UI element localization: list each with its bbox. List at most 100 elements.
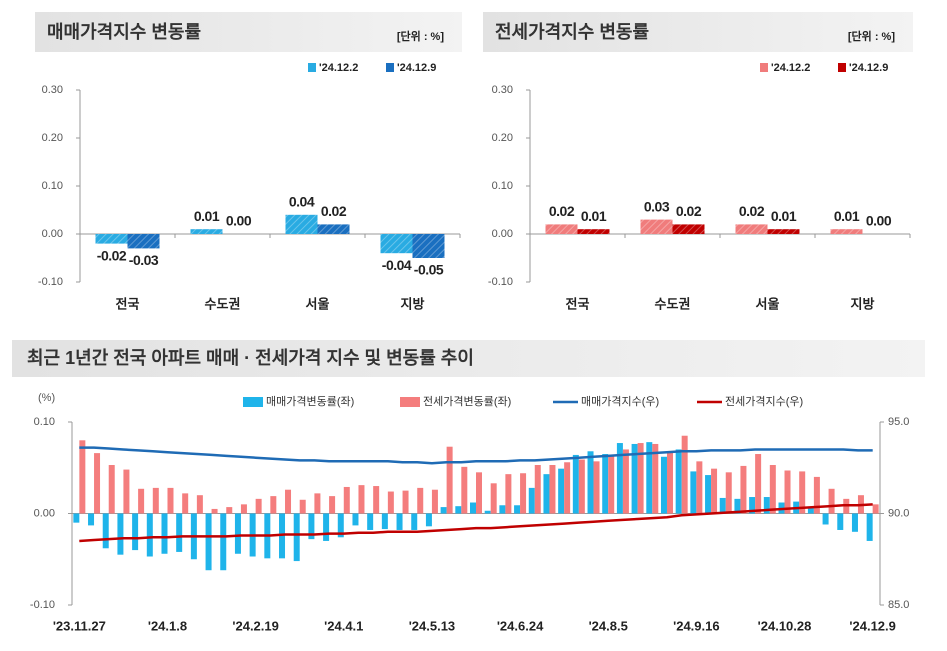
- bar: [813, 476, 820, 514]
- bar: [807, 508, 814, 514]
- bar: [412, 234, 445, 258]
- bar: [293, 513, 300, 562]
- title-bar: [12, 340, 925, 377]
- bar: [196, 495, 203, 514]
- bar: [132, 513, 139, 551]
- bar: [646, 442, 653, 514]
- title-bar: [483, 12, 913, 52]
- bar: [317, 224, 350, 234]
- bar: [417, 487, 424, 514]
- bar: [740, 465, 747, 514]
- bar: [240, 504, 247, 514]
- bar: [381, 513, 388, 530]
- bar: [285, 214, 318, 234]
- bar: [755, 454, 762, 514]
- bar: [622, 449, 629, 514]
- legend-swatch: [386, 63, 394, 72]
- bar: [176, 513, 183, 552]
- y-tick-label: -0.10: [488, 276, 513, 288]
- bar: [696, 461, 703, 514]
- x-tick-label: '24.4.1: [324, 618, 363, 633]
- bar: [323, 513, 330, 541]
- value-label: -0.02: [97, 247, 127, 263]
- bar: [205, 513, 212, 571]
- bar: [672, 224, 705, 234]
- bar: [675, 449, 682, 514]
- legend-swatch: [400, 397, 420, 407]
- x-tick-label: 수도권: [205, 296, 241, 311]
- bar: [380, 234, 413, 254]
- bar: [190, 229, 223, 234]
- line: [79, 446, 873, 465]
- bar: [837, 513, 844, 530]
- x-tick-label: '24.5.13: [409, 618, 455, 633]
- bar: [564, 462, 571, 514]
- bar: [490, 483, 497, 514]
- value-label: 0.02: [739, 203, 765, 219]
- bar: [822, 513, 829, 525]
- bar: [578, 459, 585, 514]
- value-label: 0.03: [644, 198, 670, 214]
- legend-label: '24.12.2: [771, 62, 810, 74]
- value-label: 0.01: [771, 208, 797, 224]
- bar: [711, 468, 718, 514]
- bar: [446, 446, 453, 514]
- y-tick-label: 0.00: [42, 228, 63, 240]
- y-tick-label: 0.30: [42, 84, 63, 96]
- bar: [411, 513, 418, 530]
- y-axis-label: (%): [38, 392, 55, 404]
- bar: [660, 456, 667, 514]
- x-tick-label: '24.2.19: [232, 618, 278, 633]
- bar: [255, 498, 262, 514]
- x-tick-label: 전국: [566, 296, 590, 311]
- x-tick-label: 지방: [401, 296, 425, 311]
- value-label: -0.05: [414, 262, 444, 278]
- bar: [528, 487, 535, 514]
- bar: [514, 505, 521, 514]
- chart-title: 매매가격지수 변동률: [47, 22, 201, 42]
- y-tick-label: -0.10: [38, 276, 63, 288]
- y-tick-label: 0.20: [42, 132, 63, 144]
- bar: [545, 224, 578, 234]
- x-tick-label: 서울: [756, 296, 780, 311]
- unit-label: [단위 : %]: [848, 29, 895, 43]
- legend-label: '24.12.9: [849, 62, 888, 74]
- bar: [549, 465, 556, 514]
- value-label: 0.00: [226, 213, 252, 229]
- bar: [314, 493, 321, 514]
- bar: [123, 469, 130, 514]
- bar: [484, 510, 491, 514]
- bar: [725, 472, 732, 514]
- bar: [146, 513, 153, 557]
- bar: [270, 496, 277, 514]
- y-tick-label: 0.20: [492, 132, 513, 144]
- bar: [73, 513, 80, 523]
- bar: [308, 513, 315, 540]
- bar: [520, 473, 527, 514]
- bar: [455, 506, 462, 514]
- y-tick-label: 0.00: [34, 507, 55, 519]
- x-tick-label: '24.10.28: [758, 618, 812, 633]
- bar: [234, 513, 241, 554]
- unit-label: [단위 : %]: [397, 29, 444, 43]
- legend-label: '24.12.9: [397, 62, 436, 74]
- x-tick-label: '24.6.24: [497, 618, 544, 633]
- bar: [470, 502, 476, 514]
- value-label: -0.03: [129, 252, 159, 268]
- bar: [226, 507, 233, 514]
- value-label: 0.01: [834, 208, 860, 224]
- bar: [577, 229, 610, 234]
- bar: [719, 497, 726, 514]
- x-tick-label: '23.11.27: [53, 618, 106, 633]
- x-tick-label: 지방: [851, 296, 875, 311]
- value-label: 0.00: [866, 213, 892, 229]
- legend-swatch: [760, 63, 768, 72]
- y-tick-label: 0.10: [42, 180, 63, 192]
- bar: [749, 497, 756, 514]
- x-tick-label: '24.9.16: [673, 618, 719, 633]
- bar: [735, 224, 768, 234]
- bar: [681, 435, 688, 514]
- value-label: -0.04: [382, 257, 412, 273]
- y-tick-label: 0.30: [492, 84, 513, 96]
